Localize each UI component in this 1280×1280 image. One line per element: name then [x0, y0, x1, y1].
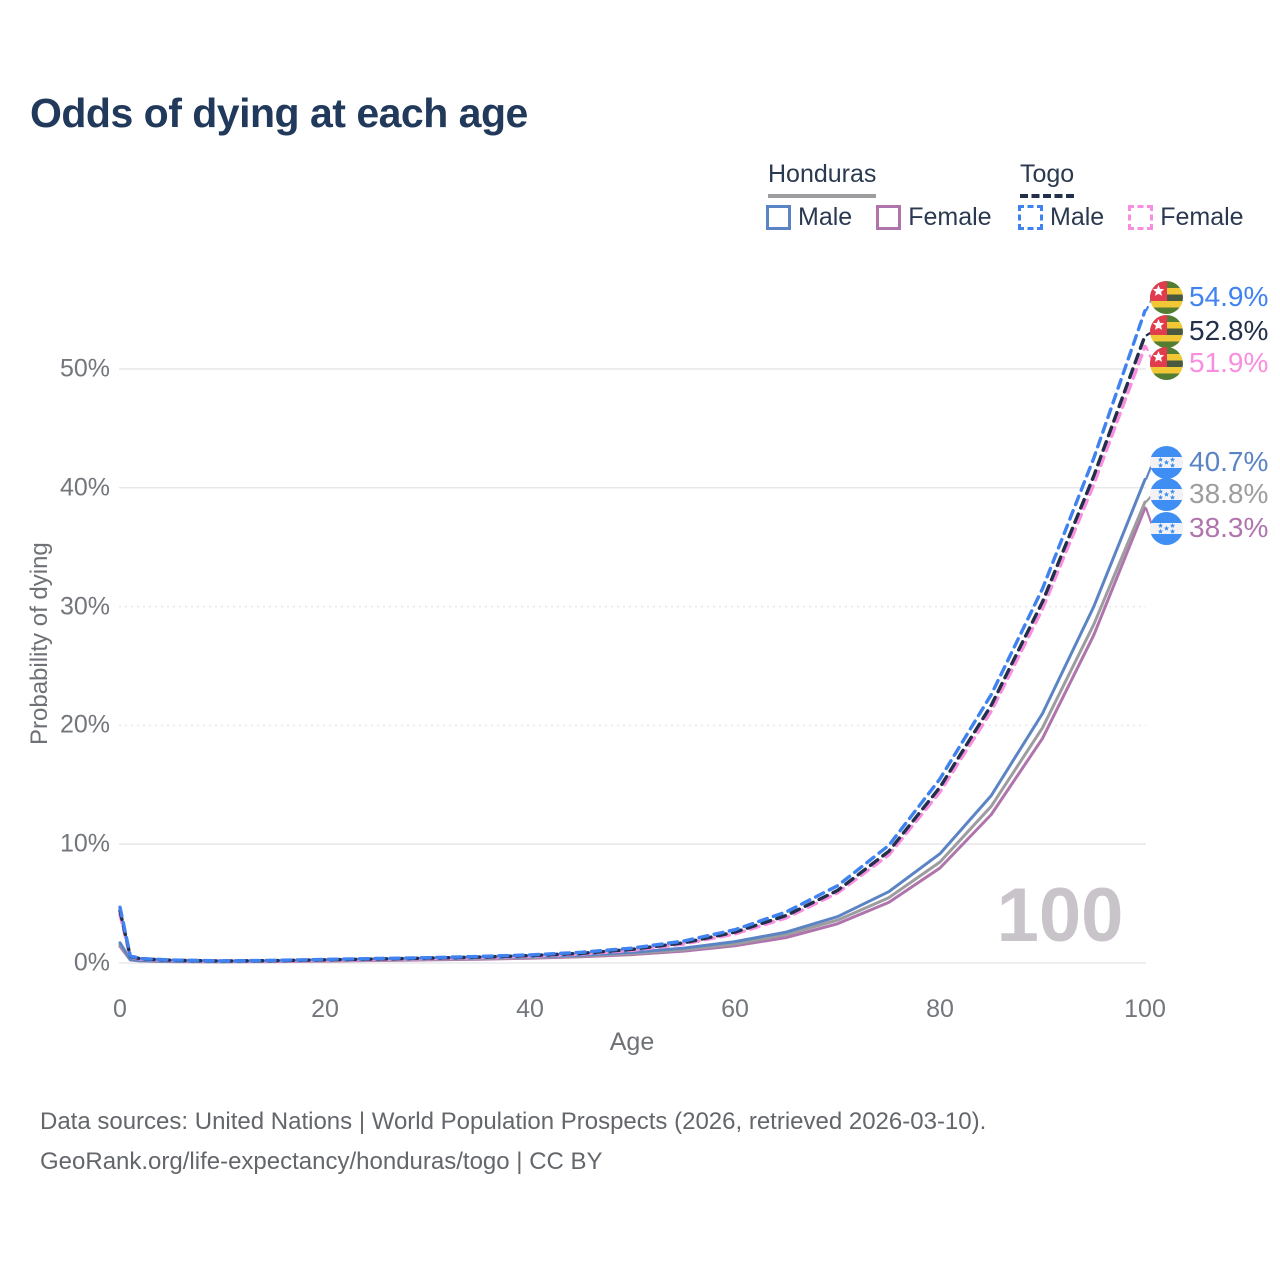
label-connector	[1145, 329, 1162, 337]
legend-honduras-female-label[interactable]: Female	[908, 203, 992, 231]
x-tick-label: 100	[1124, 995, 1166, 1023]
honduras-female-swatch-icon[interactable]	[876, 205, 902, 230]
end-label-togo-male[interactable]: 54.9%	[1150, 280, 1268, 314]
y-tick-label: 50%	[59, 354, 110, 383]
legend-togo-female-label[interactable]: Female	[1160, 203, 1244, 231]
end-value-togo-both: 52.8%	[1189, 315, 1269, 346]
end-value-honduras-female: 38.3%	[1189, 512, 1269, 543]
x-tick-label: 20	[311, 995, 339, 1023]
end-value-togo-male: 54.9%	[1189, 281, 1269, 312]
togo-flag-icon	[1150, 315, 1183, 348]
honduras-flag-icon	[1150, 512, 1183, 545]
togo-male-swatch-icon[interactable]	[1018, 205, 1043, 230]
end-label-togo-both[interactable]: 52.8%	[1150, 314, 1268, 348]
togo-flag-icon	[1150, 281, 1183, 314]
page-title: Odds of dying at each age	[30, 90, 528, 136]
y-tick-label: 0%	[73, 948, 110, 977]
legend-honduras-male-label[interactable]: Male	[798, 203, 853, 231]
gridlines	[119, 368, 1146, 964]
togo-female-swatch-icon[interactable]	[1128, 205, 1154, 230]
honduras-flag-icon	[1150, 446, 1183, 479]
togo-flag-icon	[1150, 347, 1183, 380]
end-label-honduras-male[interactable]: 40.7%	[1150, 445, 1268, 479]
x-tick-label: 80	[926, 995, 954, 1023]
legend-row-honduras: Male Female	[766, 203, 992, 232]
x-axis-title: Age	[609, 1028, 655, 1056]
x-tick-label: 0	[113, 995, 127, 1023]
line-togo-both-sexes[interactable]	[118, 334, 1147, 963]
legend-row-togo: Male Female	[1018, 203, 1244, 232]
end-value-togo-female: 51.9%	[1189, 347, 1269, 378]
legend-group-honduras[interactable]: Honduras	[768, 160, 877, 198]
attribution-note: GeoRank.org/life-expectancy/honduras/tog…	[40, 1148, 603, 1175]
honduras-male-swatch-icon[interactable]	[766, 205, 791, 230]
line-togo-male[interactable]	[118, 309, 1147, 963]
end-label-honduras-both[interactable]: 38.8%	[1150, 477, 1268, 511]
end-label-honduras-female[interactable]: 38.3%	[1150, 511, 1268, 545]
y-tick-label: 20%	[59, 710, 110, 739]
y-tick-label: 40%	[59, 473, 110, 502]
honduras-flag-icon	[1150, 478, 1183, 511]
y-tick-label: 10%	[59, 829, 110, 858]
legend-togo-male-label[interactable]: Male	[1050, 203, 1105, 231]
series-lines	[118, 295, 1162, 964]
y-tick-label: 30%	[59, 592, 110, 621]
age-watermark: 100	[996, 873, 1124, 958]
x-tick-label: 40	[516, 995, 544, 1023]
legend-group-togo[interactable]: Togo	[1020, 160, 1075, 198]
end-value-honduras-both: 38.8%	[1189, 478, 1269, 509]
line-togo-female[interactable]	[118, 344, 1147, 963]
end-label-togo-female[interactable]: 51.9%	[1150, 346, 1268, 380]
x-tick-label: 60	[721, 995, 749, 1023]
data-sources-note: Data sources: United Nations | World Pop…	[40, 1108, 987, 1135]
end-value-honduras-male: 40.7%	[1189, 446, 1269, 477]
